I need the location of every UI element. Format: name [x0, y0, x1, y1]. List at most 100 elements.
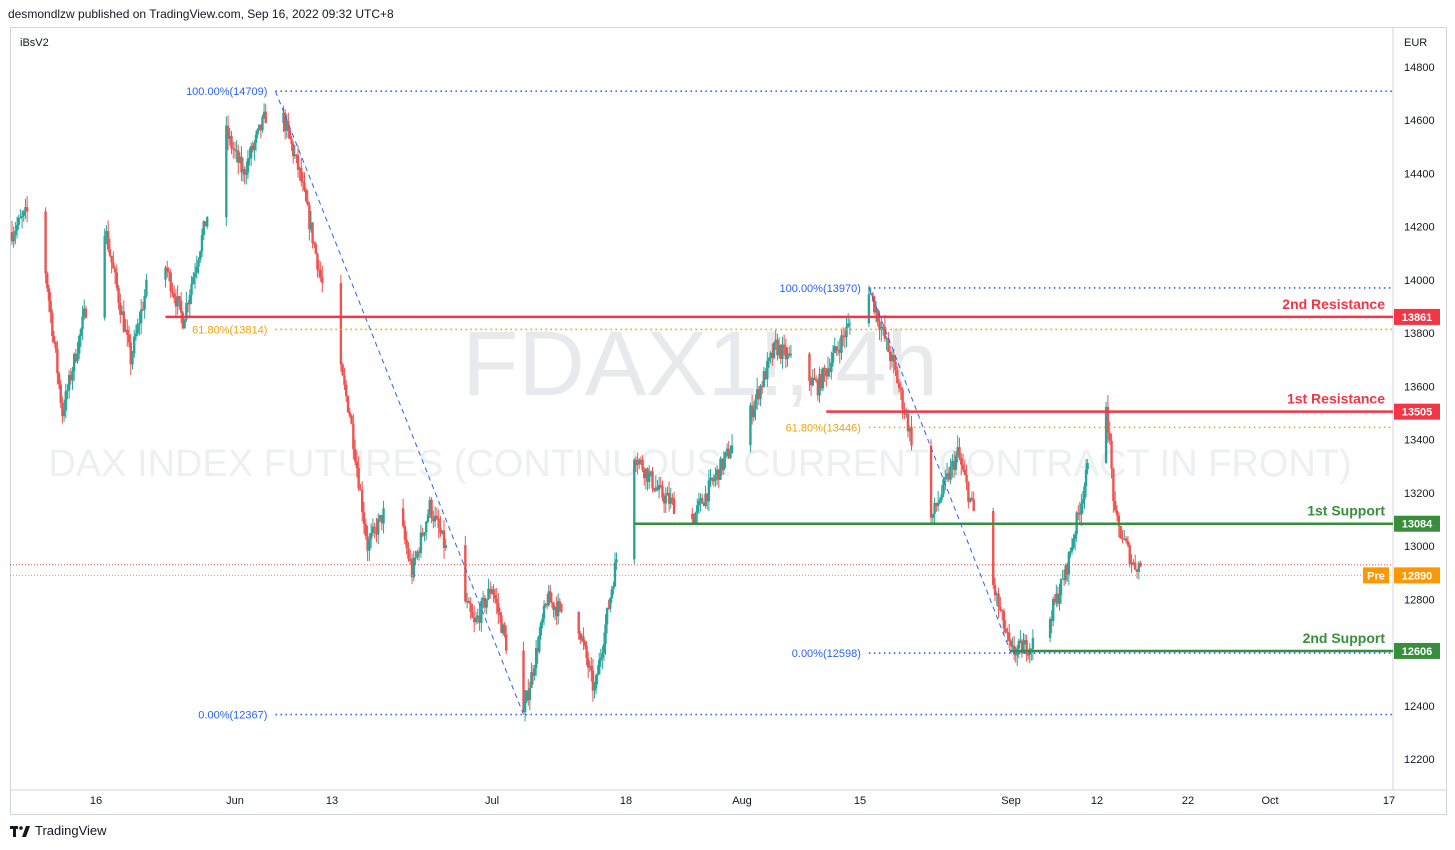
- candle-body: [883, 326, 887, 339]
- candle-body: [1106, 406, 1110, 433]
- y-tick-label: 14000: [1404, 275, 1435, 287]
- candle-body: [776, 339, 779, 356]
- candle-body: [193, 272, 197, 278]
- candle-body: [304, 189, 308, 202]
- candle-body: [830, 362, 833, 372]
- candle-body: [552, 602, 555, 611]
- candle-body: [200, 235, 204, 252]
- candle-body: [774, 339, 777, 343]
- candle-body: [243, 169, 246, 175]
- candle-body: [582, 636, 585, 642]
- candle-body: [539, 622, 543, 636]
- footer: TradingView: [10, 823, 107, 838]
- candle-body: [1000, 610, 1004, 612]
- price-axis[interactable]: 1220012400126001280013000132001340013600…: [1404, 62, 1435, 766]
- candle-body: [287, 121, 290, 130]
- candle-body: [371, 526, 375, 534]
- candle-body: [672, 498, 676, 514]
- candle-body: [694, 512, 697, 523]
- candle-body: [1020, 640, 1024, 654]
- candle-body: [949, 466, 952, 480]
- candle-body: [1077, 512, 1080, 514]
- candle-body: [46, 273, 49, 289]
- candle-body: [878, 321, 881, 331]
- y-tick-label: 14400: [1404, 168, 1435, 180]
- candle-body: [542, 605, 546, 619]
- candle-body: [598, 660, 601, 675]
- candle-body: [577, 611, 580, 634]
- candle-body: [1124, 538, 1128, 542]
- pre-badge: [1363, 567, 1389, 584]
- fib-trend-line: [274, 91, 524, 715]
- candle-body: [1123, 538, 1126, 540]
- candle-body: [54, 341, 57, 349]
- candle-body: [935, 502, 938, 507]
- candle-body: [17, 217, 20, 225]
- candle-body: [245, 172, 248, 175]
- candle-body: [588, 665, 591, 668]
- candle-body: [314, 244, 318, 254]
- time-axis[interactable]: 16 Jun 13 Jul 18 Aug 15 Sep 12 22 Oct 17: [90, 795, 1395, 807]
- candle-body: [56, 348, 59, 374]
- candle-body: [823, 368, 826, 371]
- candle-body: [313, 242, 316, 245]
- candle-body: [656, 487, 659, 490]
- candle-body: [179, 300, 183, 313]
- candle-body: [771, 352, 774, 358]
- candle-body: [894, 361, 897, 371]
- candle-body: [992, 511, 995, 585]
- candle-body: [143, 295, 146, 310]
- candle-body: [226, 125, 230, 139]
- candle-body: [72, 353, 76, 372]
- candle-body: [1130, 562, 1133, 565]
- candle-body: [1061, 578, 1064, 580]
- candle-body: [232, 148, 235, 150]
- candle-body: [550, 602, 554, 604]
- candle-body: [602, 644, 606, 654]
- candle-body: [641, 459, 644, 470]
- candle-body: [253, 143, 256, 151]
- candle-body: [967, 482, 970, 502]
- price-tag-label: 12606: [1402, 646, 1433, 658]
- candle-body: [533, 668, 536, 676]
- candle-body: [84, 308, 88, 318]
- candle-body: [1086, 462, 1089, 470]
- price-tag: [1394, 403, 1440, 420]
- candle-body: [662, 497, 666, 504]
- candle-body: [968, 497, 972, 502]
- candle-body: [112, 262, 115, 269]
- candle-body: [498, 612, 502, 616]
- candle-body: [697, 500, 701, 506]
- candle-body: [940, 494, 943, 500]
- candle-body: [441, 530, 444, 534]
- candle-body: [426, 514, 430, 522]
- candle-body: [437, 518, 440, 528]
- candle-body: [648, 473, 651, 482]
- candle-body: [764, 371, 767, 380]
- candle-body: [115, 272, 119, 288]
- candle-body: [487, 588, 490, 600]
- candle-body: [103, 235, 106, 318]
- candle-body: [261, 116, 264, 131]
- candle-body: [560, 603, 563, 612]
- candle-body: [777, 345, 781, 356]
- candle-body: [954, 455, 958, 470]
- candle-body: [649, 471, 653, 474]
- watermark-description: DAX INDEX FUTURES (CONTINUOUS: CURRENT C…: [48, 443, 1351, 485]
- candle-body: [904, 413, 908, 415]
- candle-body: [972, 499, 975, 512]
- candle-body: [1072, 538, 1075, 548]
- candle-body: [174, 298, 178, 307]
- candle-body: [965, 474, 968, 483]
- candle-body: [579, 633, 582, 640]
- candle-body: [69, 375, 72, 381]
- candle-body: [601, 653, 604, 658]
- candle-body: [348, 412, 351, 416]
- candle-body: [525, 690, 528, 701]
- candle-body: [176, 296, 179, 307]
- candle-body: [464, 545, 467, 602]
- candle-body: [609, 598, 612, 609]
- candle-body: [369, 533, 373, 540]
- candle-body: [192, 277, 195, 285]
